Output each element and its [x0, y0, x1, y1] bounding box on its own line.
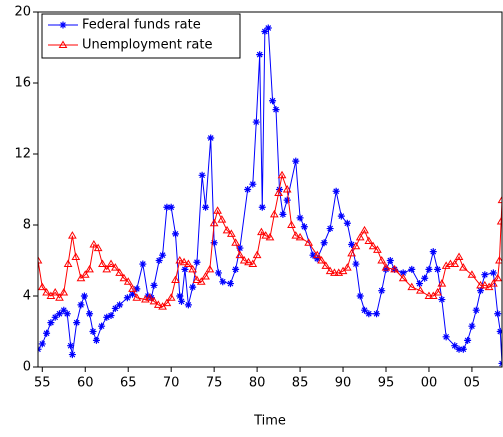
marker — [47, 319, 54, 326]
marker — [494, 310, 501, 317]
marker — [189, 284, 196, 291]
x-tick-label: 75 — [206, 376, 223, 391]
marker — [425, 266, 432, 273]
marker — [108, 312, 115, 319]
x-tick-label: 65 — [120, 376, 137, 391]
marker — [81, 293, 88, 300]
x-tick-label: 05 — [464, 376, 481, 391]
y-tick-label: 8 — [23, 218, 31, 233]
marker — [168, 204, 175, 211]
marker — [69, 351, 76, 358]
marker — [430, 248, 437, 255]
marker — [244, 186, 251, 193]
marker — [43, 330, 50, 337]
marker — [373, 310, 380, 317]
marker — [279, 211, 286, 218]
legend-marker — [60, 22, 67, 29]
x-tick-label: 60 — [77, 376, 94, 391]
marker — [269, 97, 276, 104]
marker — [352, 261, 359, 268]
marker — [473, 307, 480, 314]
marker — [77, 301, 84, 308]
marker — [301, 223, 308, 230]
marker — [468, 323, 475, 330]
series-line — [38, 28, 502, 363]
x-tick-label: 85 — [292, 376, 309, 391]
marker — [344, 220, 351, 227]
marker — [249, 181, 256, 188]
marker — [185, 301, 192, 308]
y-tick-label: 0 — [23, 360, 31, 375]
marker — [438, 296, 445, 303]
x-tick-label: 80 — [249, 376, 266, 391]
marker — [357, 293, 364, 300]
marker — [98, 323, 105, 330]
marker — [259, 204, 266, 211]
marker — [416, 280, 423, 287]
marker — [464, 337, 471, 344]
marker — [253, 119, 260, 126]
marker — [172, 230, 179, 237]
marker — [202, 204, 209, 211]
marker — [227, 280, 234, 287]
marker — [490, 269, 497, 276]
marker — [256, 51, 263, 58]
x-tick-label: 70 — [163, 376, 180, 391]
x-tick-label: 00 — [421, 376, 438, 391]
marker — [151, 282, 158, 289]
marker — [207, 135, 214, 142]
plot-area — [35, 24, 503, 366]
marker — [333, 188, 340, 195]
marker — [116, 301, 123, 308]
marker — [292, 158, 299, 165]
y-tick-label: 20 — [14, 5, 31, 20]
marker — [321, 239, 328, 246]
marker — [481, 271, 488, 278]
x-tick-label: 90 — [335, 376, 352, 391]
marker — [193, 259, 200, 266]
marker — [434, 266, 441, 273]
marker — [139, 261, 146, 268]
marker — [232, 266, 239, 273]
marker — [124, 294, 131, 301]
marker — [64, 310, 71, 317]
series-line — [38, 175, 502, 306]
marker — [89, 328, 96, 335]
x-tick-label: 95 — [378, 376, 395, 391]
marker — [338, 213, 345, 220]
legend-label: Federal funds rate — [82, 18, 201, 33]
marker — [176, 293, 183, 300]
marker — [387, 257, 394, 264]
y-tick-label: 4 — [23, 289, 31, 304]
y-tick-label: 16 — [14, 76, 31, 91]
marker — [284, 197, 291, 204]
marker — [93, 337, 100, 344]
marker — [178, 298, 185, 305]
x-axis-label: Time — [253, 414, 286, 429]
marker — [159, 252, 166, 259]
x-tick-label: 55 — [34, 376, 51, 391]
marker — [348, 241, 355, 248]
marker — [219, 278, 226, 285]
marker — [199, 172, 206, 179]
marker — [86, 310, 93, 317]
marker — [460, 346, 467, 353]
marker — [327, 225, 334, 232]
marker — [73, 319, 80, 326]
marker — [378, 287, 385, 294]
marker — [408, 266, 415, 273]
y-tick-label: 12 — [14, 147, 31, 162]
marker — [365, 310, 372, 317]
marker — [273, 106, 280, 113]
marker — [215, 269, 222, 276]
marker — [297, 214, 304, 221]
legend-label: Unemployment rate — [82, 38, 212, 53]
marker — [156, 257, 163, 264]
